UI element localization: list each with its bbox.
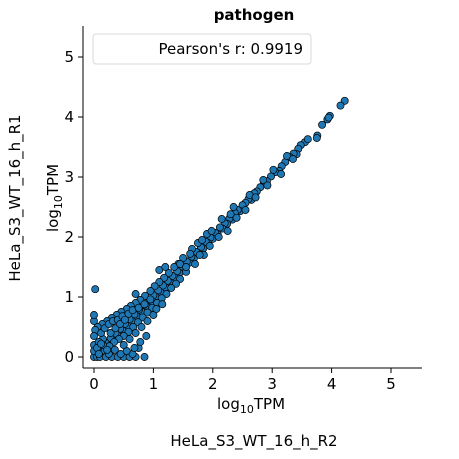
data-point [195,251,204,259]
data-point [143,317,152,325]
y-axis-label: log10TPM [44,164,65,232]
chart-title: pathogen [214,6,295,24]
x-axis-label-sub: 10 [240,403,254,416]
data-point [324,113,333,122]
data-point [140,300,149,309]
x-axis-label-prefix: log [217,395,240,413]
data-point [217,215,226,223]
data-point [158,300,167,309]
data-point [131,329,140,337]
y-axis-label-suffix: TPM [44,164,62,196]
x-axis-label-suffix: TPM [253,395,285,413]
data-point [142,332,151,340]
data-point [152,305,161,313]
data-point [205,242,214,250]
x-tick-label: 3 [267,375,277,393]
data-point [90,332,98,340]
x-axis-label: log10TPM [217,395,285,416]
data-point [226,210,235,219]
data-point [241,206,250,214]
data-point [214,233,223,241]
data-point [146,287,155,295]
data-point [130,344,139,352]
data-point [312,134,321,142]
x-tick-label: 5 [386,375,396,393]
data-point [120,315,129,324]
data-point [191,260,199,268]
data-point [229,203,238,211]
data-point [137,323,146,331]
data-point [140,353,149,361]
y-axis-label-sub: 10 [52,195,65,209]
x-tick-label: 1 [149,375,159,393]
data-point [251,193,260,202]
data-point [106,329,115,337]
data-point [318,120,327,129]
data-point [277,170,286,178]
data-point [269,165,278,174]
legend-box [92,33,312,65]
data-point [164,269,173,277]
data-point [94,350,103,358]
data-point [223,227,232,235]
data-point [167,284,176,292]
y-tick-label: 1 [64,288,74,306]
y-tick-label: 3 [64,168,74,186]
y-sample-label: HeLa_S3_WT_16_h_R1 [6,114,25,281]
x-tick-label: 2 [208,375,218,393]
data-point [232,213,241,222]
data-point [119,341,128,349]
y-tick-label: 0 [64,348,74,366]
data-point [198,236,207,244]
x-sample-label: HeLa_S3_WT_16_h_R2 [170,432,337,451]
legend-pearson-label: Pearson's r: 0.9919 [158,40,303,58]
x-tick-label: 0 [89,375,99,393]
data-point [263,181,272,190]
x-tick-label: 4 [327,375,337,393]
data-point [134,303,143,312]
y-ticks: 0 1 2 3 4 5 [64,48,83,366]
data-points [90,96,349,361]
data-point [161,263,170,271]
data-point [90,311,98,319]
data-point [91,285,100,294]
data-point [336,101,345,110]
data-point [207,227,216,235]
data-point [259,176,268,184]
y-tick-label: 5 [64,48,74,66]
y-tick-label: 4 [64,108,74,126]
data-point [186,249,195,258]
data-point [182,263,191,271]
data-point [110,345,119,354]
data-point [103,345,112,354]
data-point [131,290,140,298]
legend: Pearson's r: 0.9919 [92,33,312,65]
data-point [289,155,297,163]
data-point [136,338,145,346]
data-point [146,295,155,304]
data-point [303,135,312,144]
data-point [97,339,106,348]
y-tick-label: 2 [64,228,74,246]
x-ticks: 0 1 2 3 4 5 [89,368,396,393]
y-axis-label-prefix: log [44,209,62,232]
data-point [125,335,134,343]
